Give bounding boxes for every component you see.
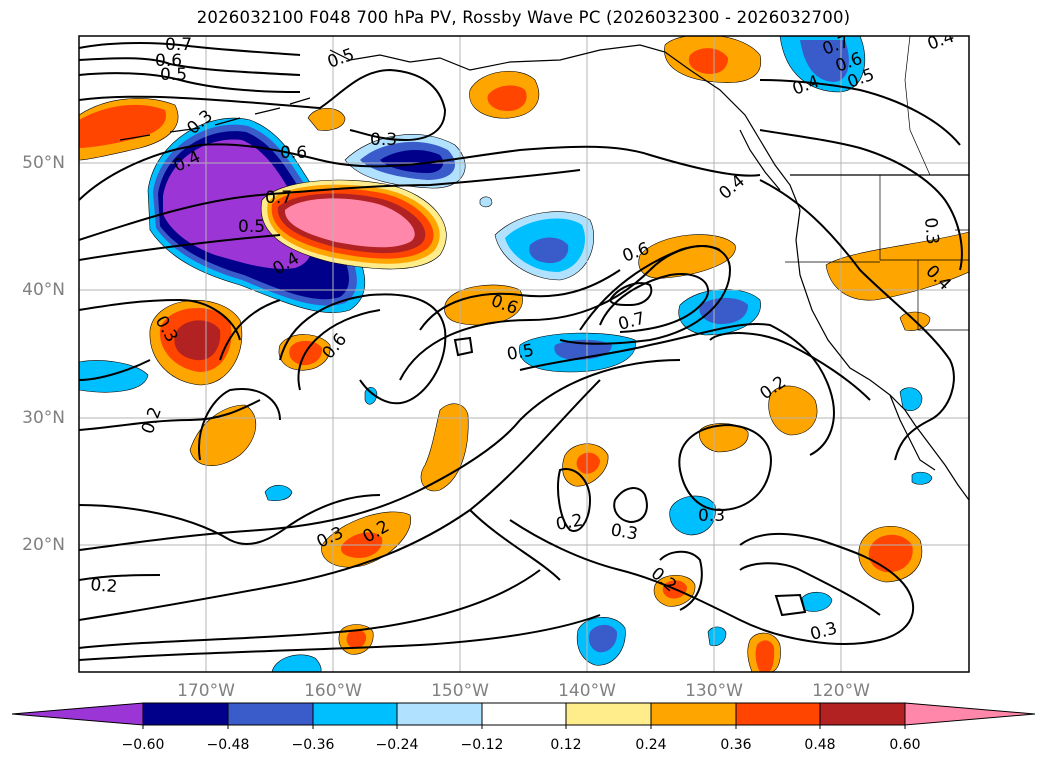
colorbar-tick-label: −0.36 xyxy=(291,737,335,753)
pos-anomaly-patch xyxy=(699,423,749,453)
colorbar-max-extend xyxy=(904,702,1036,726)
contour-label: 0.7 xyxy=(165,35,192,55)
colorbar-tick-label: 0.12 xyxy=(550,737,582,753)
colorbar-segment xyxy=(312,702,398,726)
colorbar-segment xyxy=(227,702,314,726)
pos-anomaly-patch xyxy=(755,640,775,672)
map-title: 2026032100 F048 700 hPa PV, Rossby Wave … xyxy=(196,8,851,27)
pos-anomaly-patch xyxy=(487,85,527,112)
lat-label-50n: 50°N xyxy=(22,153,65,173)
bc-coast xyxy=(739,129,781,191)
contour-label: 0.5 xyxy=(505,341,535,365)
lat-label-40n: 40°N xyxy=(22,280,65,300)
pos-anomaly-patch xyxy=(576,452,600,474)
neg-anomaly-patch xyxy=(380,149,444,174)
pos-anomaly-patch xyxy=(825,231,969,301)
pv-contours xyxy=(79,42,963,661)
contour-label: 0.2 xyxy=(554,511,584,535)
lon-label-150w: 150°W xyxy=(431,681,489,701)
colorbar-tick-label: −0.12 xyxy=(460,737,504,753)
contour-label: 0.3 xyxy=(698,506,725,526)
pos-anomaly-patch xyxy=(444,284,523,326)
lon-label-130w: 130°W xyxy=(685,681,743,701)
pos-anomaly-patch xyxy=(688,48,728,74)
state-borders xyxy=(785,175,969,331)
colorbar-tick-label: 0.48 xyxy=(804,737,836,753)
neg-anomaly-patch xyxy=(479,196,493,208)
lat-label-30n: 30°N xyxy=(22,408,65,428)
contour-label: 0.3 xyxy=(920,217,942,246)
lon-label-120w: 120°W xyxy=(812,681,870,701)
pos-anomaly-patch xyxy=(868,534,913,573)
pos-anomaly-patch xyxy=(307,107,346,131)
colorbar-min-extend xyxy=(11,702,144,726)
colorbar-segment xyxy=(396,702,483,726)
alaska-coast xyxy=(329,44,801,211)
lon-label-170w: 170°W xyxy=(177,681,235,701)
aleutian-islands xyxy=(119,97,311,141)
contour-label: 0.2 xyxy=(90,575,119,597)
neg-anomaly-patch xyxy=(529,237,569,264)
map-frame xyxy=(78,35,970,673)
colorbar-tick-label: 0.36 xyxy=(720,737,752,753)
colorbar-segment xyxy=(735,702,821,726)
colorbar-segment xyxy=(650,702,737,726)
colorbar-tick-label: 0.60 xyxy=(889,737,921,753)
colorbar-tick-label: −0.48 xyxy=(206,737,250,753)
lon-label-160w: 160°W xyxy=(304,681,362,701)
pos-anomaly-patch xyxy=(284,198,415,248)
colorbar xyxy=(11,702,1036,729)
neg-anomaly-patch xyxy=(264,484,293,502)
baja-coast xyxy=(889,394,936,471)
lon-label-140w: 140°W xyxy=(558,681,616,701)
neg-anomaly-patch xyxy=(588,624,618,653)
neg-anomaly-patch xyxy=(800,40,849,82)
pos-anomaly-patch xyxy=(768,385,818,436)
colorbar-tick-label: −0.60 xyxy=(121,737,165,753)
neg-anomaly-patch xyxy=(699,297,748,325)
neg-anomaly-patch xyxy=(801,591,833,612)
neg-anomaly-patch xyxy=(911,471,933,485)
neg-anomaly-patch xyxy=(364,387,378,405)
neg-anomaly-patch xyxy=(899,387,923,411)
contour-label: 0.6 xyxy=(280,143,307,163)
neg-anomaly-patch xyxy=(271,654,322,672)
contour-label: 0.6 xyxy=(155,51,182,71)
contour-label: 0.3 xyxy=(609,520,639,544)
graticule xyxy=(79,36,969,672)
pos-anomaly-patch xyxy=(79,104,166,148)
contour-label: 0.3 xyxy=(370,130,397,150)
lat-label-20n: 20°N xyxy=(22,535,65,555)
colorbar-tick-label: 0.24 xyxy=(635,737,667,753)
canada-border xyxy=(904,36,931,176)
coastlines xyxy=(119,36,969,501)
pos-anomaly-patch xyxy=(346,629,367,649)
colorbar-segment xyxy=(481,702,567,726)
contour-label: 0.5 xyxy=(160,65,187,85)
colorbar-segment xyxy=(142,702,229,726)
pos-anomaly-patch xyxy=(174,320,221,361)
colorbar-segment xyxy=(565,702,652,726)
west-coast-us xyxy=(795,209,969,501)
contour-label: 0.5 xyxy=(238,217,265,237)
contour-label: 0.7 xyxy=(265,188,292,208)
pos-anomaly-patch xyxy=(638,234,736,279)
colorbar-tick-label: −0.24 xyxy=(375,737,419,753)
colorbar-segment xyxy=(819,702,906,726)
